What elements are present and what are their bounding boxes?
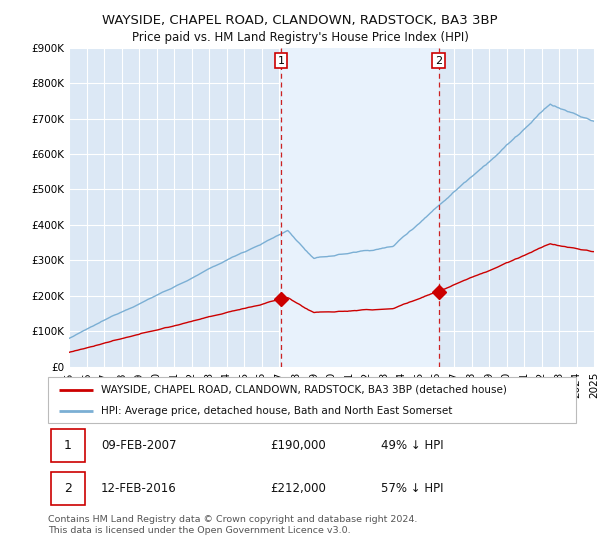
Bar xyxy=(50,472,85,505)
Text: 2: 2 xyxy=(64,482,72,494)
Text: 1: 1 xyxy=(278,55,284,66)
Text: 57% ↓ HPI: 57% ↓ HPI xyxy=(380,482,443,494)
Text: 09-FEB-2007: 09-FEB-2007 xyxy=(101,439,176,452)
Text: 1: 1 xyxy=(64,439,72,452)
Text: £190,000: £190,000 xyxy=(270,439,326,452)
Text: 49% ↓ HPI: 49% ↓ HPI xyxy=(380,439,443,452)
Text: Price paid vs. HM Land Registry's House Price Index (HPI): Price paid vs. HM Land Registry's House … xyxy=(131,31,469,44)
Text: £212,000: £212,000 xyxy=(270,482,326,494)
Bar xyxy=(50,429,85,462)
Text: WAYSIDE, CHAPEL ROAD, CLANDOWN, RADSTOCK, BA3 3BP (detached house): WAYSIDE, CHAPEL ROAD, CLANDOWN, RADSTOCK… xyxy=(101,385,506,395)
Text: WAYSIDE, CHAPEL ROAD, CLANDOWN, RADSTOCK, BA3 3BP: WAYSIDE, CHAPEL ROAD, CLANDOWN, RADSTOCK… xyxy=(102,14,498,27)
Text: HPI: Average price, detached house, Bath and North East Somerset: HPI: Average price, detached house, Bath… xyxy=(101,407,452,416)
Bar xyxy=(281,48,439,367)
Text: 2: 2 xyxy=(435,55,442,66)
Text: 12-FEB-2016: 12-FEB-2016 xyxy=(101,482,176,494)
Text: Contains HM Land Registry data © Crown copyright and database right 2024.
This d: Contains HM Land Registry data © Crown c… xyxy=(48,515,418,535)
